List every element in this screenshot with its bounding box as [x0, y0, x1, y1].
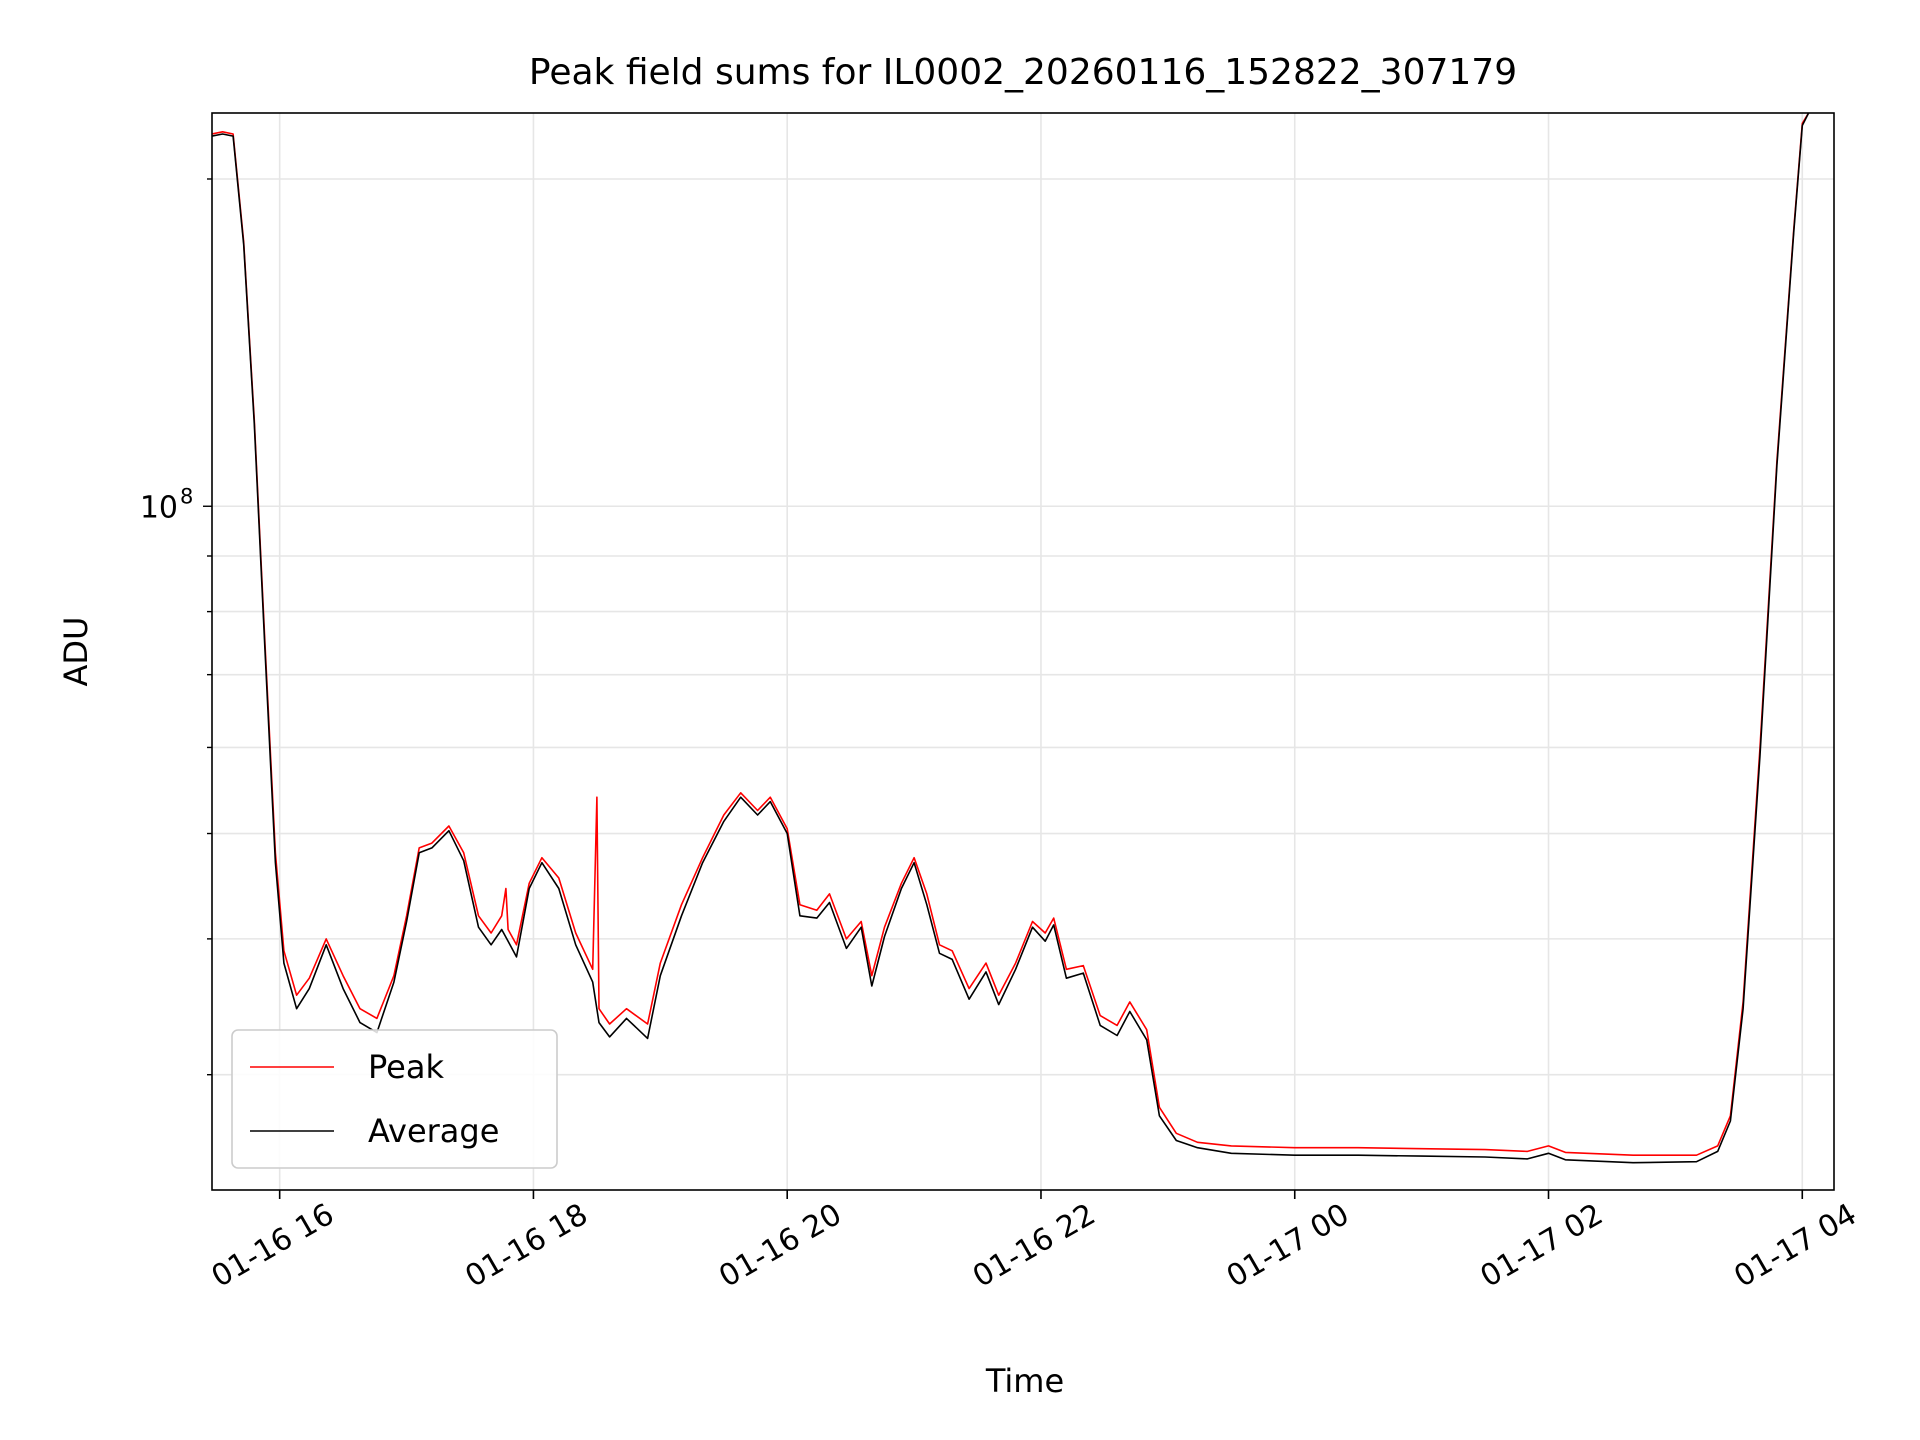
- y-tick-label: 10: [140, 490, 178, 525]
- legend-box: [231, 1029, 558, 1169]
- chart-title: Peak field sums for IL0002_20260116_1528…: [529, 52, 1517, 93]
- plot-area: [212, 113, 1834, 1190]
- series-line-peak: [212, 113, 1810, 1156]
- series-line-average: [212, 113, 1810, 1164]
- legend: Peak Average: [231, 1029, 558, 1169]
- series-layer: [212, 113, 1810, 1164]
- legend-label-average: Average: [368, 1112, 499, 1150]
- x-axis-label: Time: [985, 1362, 1064, 1400]
- y-axis-ticks: 10 8: [140, 178, 212, 1076]
- y-tick-label-exponent: 8: [180, 484, 193, 508]
- legend-label-peak: Peak: [368, 1048, 444, 1086]
- y-axis-label: ADU: [57, 617, 95, 687]
- plot-frame: [211, 112, 1835, 1191]
